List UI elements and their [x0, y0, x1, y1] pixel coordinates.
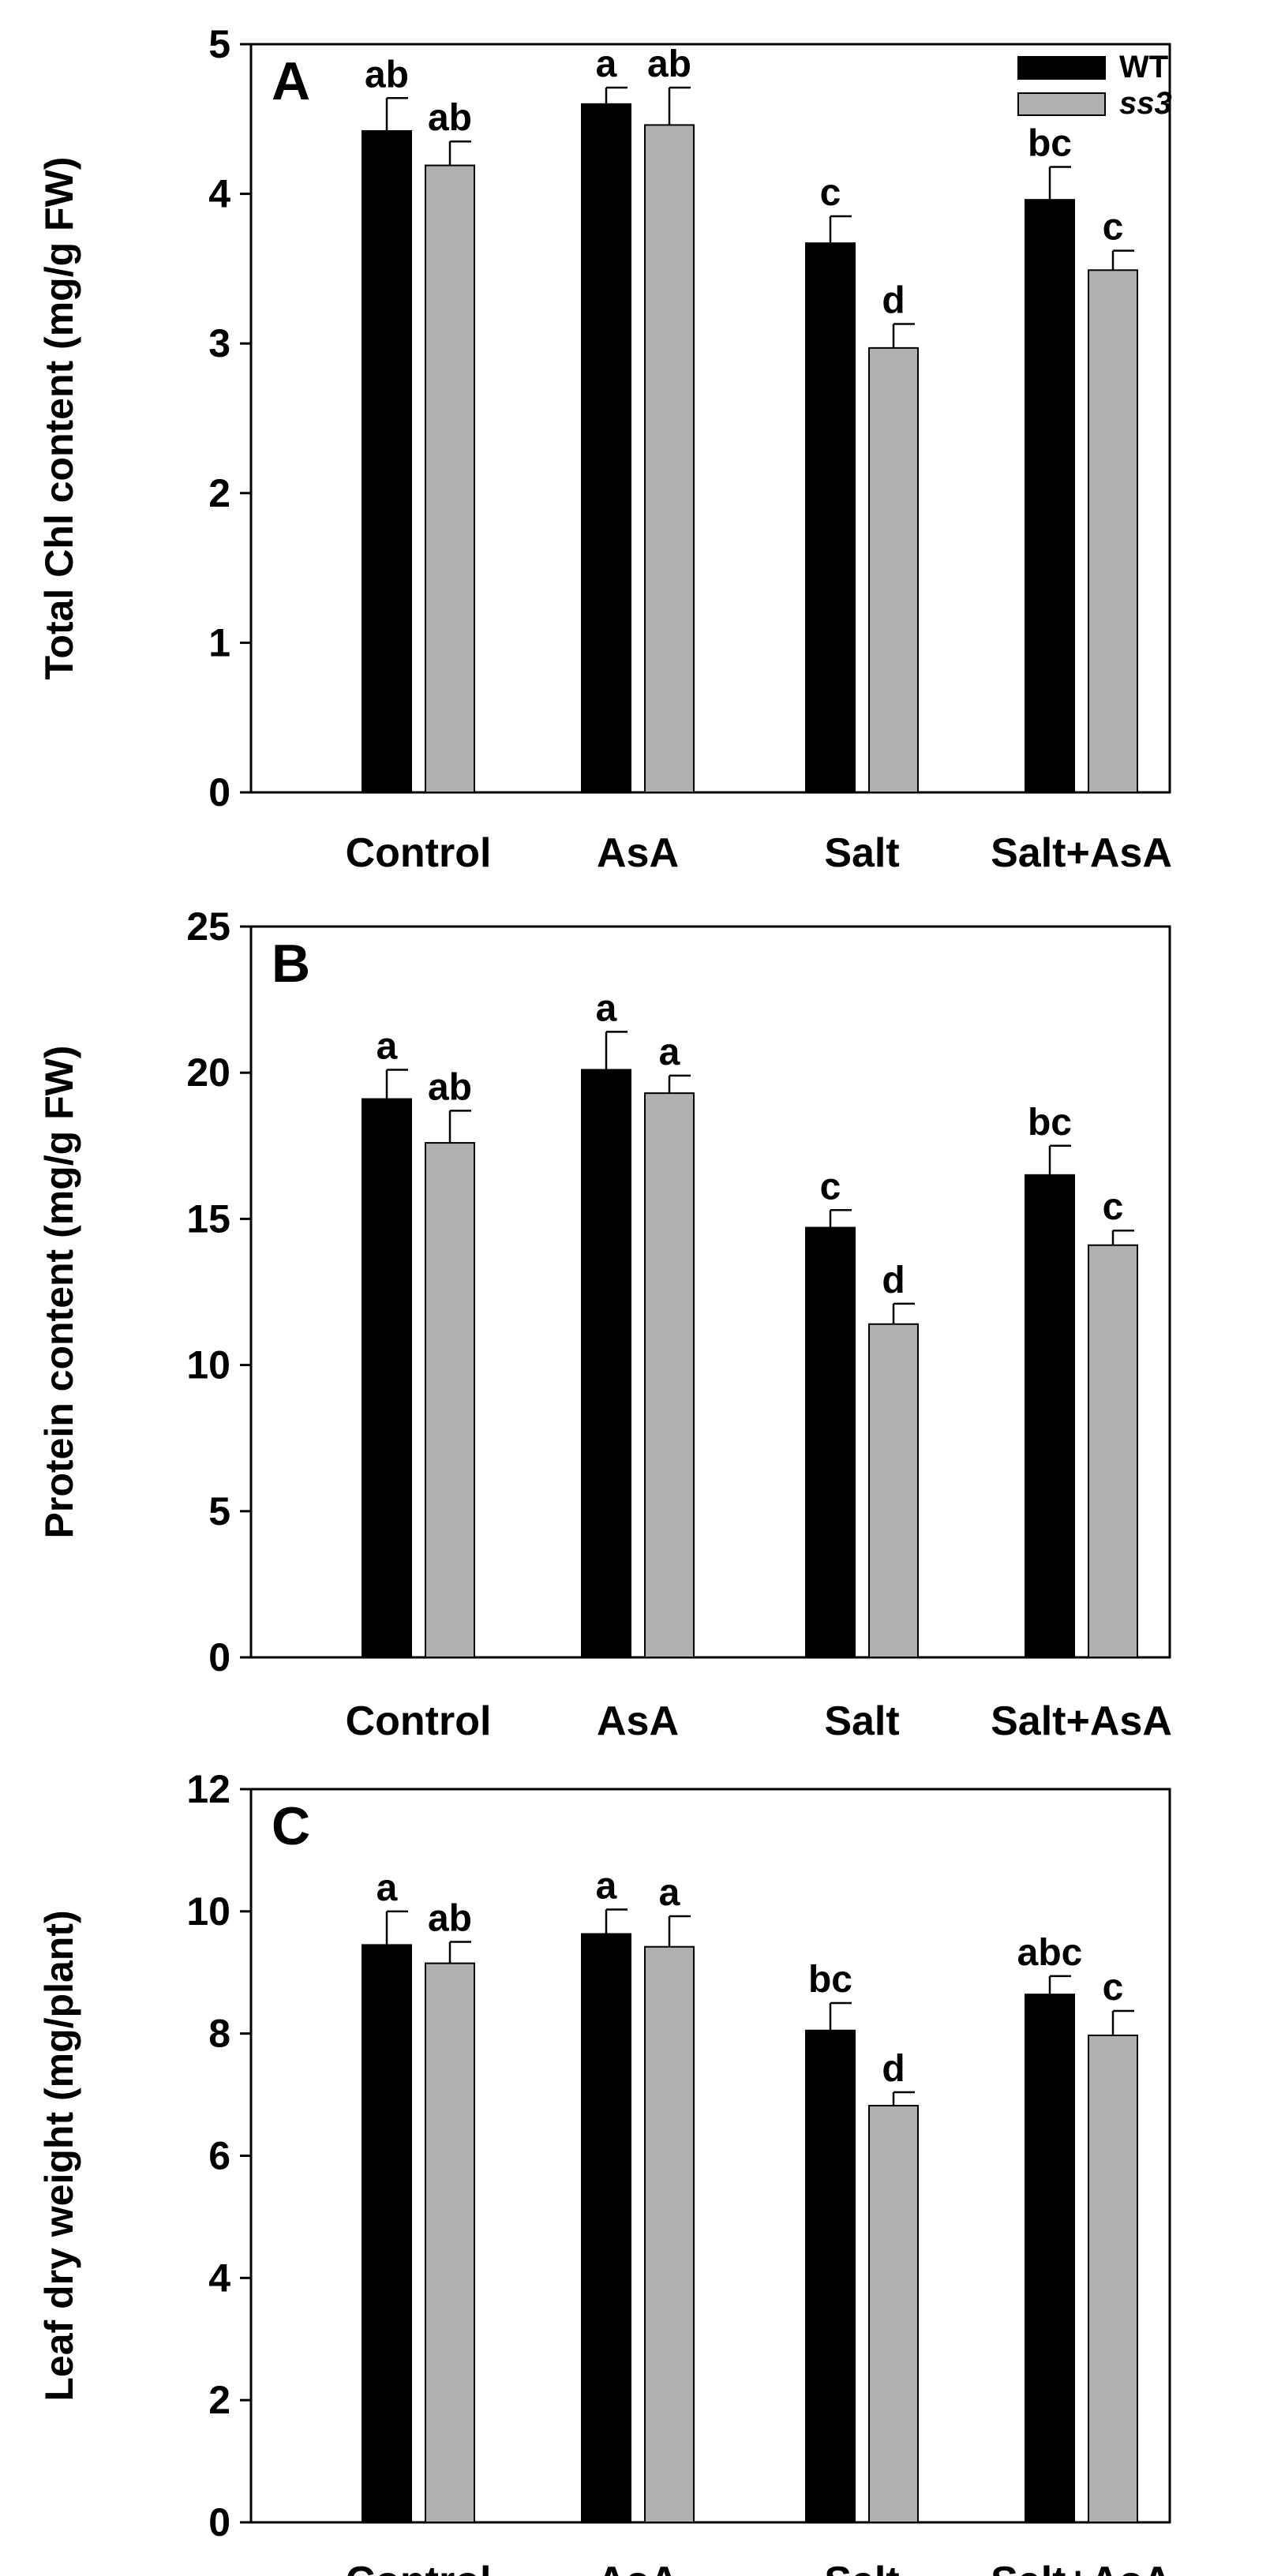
bar-ss3-asa — [644, 124, 695, 794]
y-tick-label: 4 — [208, 2256, 230, 2300]
bar-wt-salt — [805, 242, 856, 793]
panel-letter: A — [272, 51, 310, 111]
significance-letter: abc — [1017, 1932, 1083, 1974]
panel-letter: B — [272, 934, 310, 994]
significance-letter: c — [1103, 1967, 1124, 2009]
significance-letter: bc — [1028, 1102, 1072, 1144]
bar-ss3-salt+asa — [1088, 269, 1138, 793]
bar-ss3-control — [425, 164, 475, 794]
significance-letter: c — [820, 172, 841, 214]
significance-letter: a — [659, 1872, 680, 1914]
significance-letter: a — [596, 43, 617, 85]
significance-letter: c — [1103, 1186, 1124, 1228]
significance-letter: a — [377, 1867, 398, 1909]
bar-ss3-salt+asa — [1088, 2034, 1138, 2524]
significance-letter: c — [820, 1166, 841, 1208]
bar-wt-salt+asa — [1025, 1994, 1075, 2524]
bar-wt-salt — [805, 2029, 856, 2524]
bar-wt-salt+asa — [1025, 199, 1075, 793]
category-label: Salt+AsA — [991, 1698, 1172, 1744]
y-tick-label: 4 — [208, 172, 230, 216]
bar-wt-control — [362, 1944, 412, 2524]
significance-letter: a — [596, 1866, 617, 1908]
bar-ss3-salt — [868, 1323, 919, 1659]
significance-letter: ab — [428, 1898, 472, 1940]
bar-wt-asa — [581, 103, 631, 793]
y-tick-label: 2 — [208, 2378, 230, 2422]
legend-swatch-ss3 — [1017, 92, 1106, 116]
significance-letter: d — [882, 2048, 905, 2090]
category-label: Control — [346, 830, 492, 876]
category-label: Control — [346, 2559, 492, 2576]
plot-frame — [249, 925, 1171, 1659]
bar-ss3-salt — [868, 2105, 919, 2523]
y-tick-label: 15 — [186, 1196, 230, 1241]
y-axis-title: Leaf dry weight (mg/plant) — [37, 1910, 81, 2401]
category-label: Salt+AsA — [991, 830, 1172, 876]
category-label: AsA — [597, 2559, 679, 2576]
significance-letter: ab — [647, 43, 691, 85]
bar-wt-salt+asa — [1025, 1174, 1075, 1658]
y-tick-label: 8 — [208, 2012, 230, 2056]
y-tick-label: 10 — [186, 1889, 230, 1934]
significance-letter: d — [882, 280, 905, 322]
y-tick-label: 0 — [208, 770, 230, 814]
significance-letter: a — [659, 1032, 680, 1073]
significance-letter: ab — [428, 97, 472, 139]
y-axis-title: Total Chl content (mg/g FW) — [37, 157, 81, 680]
y-tick-label: 20 — [186, 1050, 230, 1095]
category-label: Control — [346, 1698, 492, 1744]
category-label: AsA — [597, 830, 679, 876]
category-label: AsA — [597, 1698, 679, 1744]
bar-ss3-asa — [644, 1092, 695, 1659]
bar-wt-control — [362, 1098, 412, 1658]
significance-letter: a — [596, 987, 617, 1029]
category-label: Salt — [824, 1698, 899, 1744]
legend-swatch-wt — [1017, 56, 1106, 80]
y-tick-label: 3 — [208, 321, 230, 365]
significance-letter: d — [882, 1260, 905, 1301]
bar-ss3-asa — [644, 1945, 695, 2524]
category-label: Salt — [824, 830, 899, 876]
y-tick-label: 10 — [186, 1343, 230, 1387]
bar-wt-asa — [581, 1933, 631, 2524]
bar-ss3-salt — [868, 346, 919, 793]
significance-letter: bc — [808, 1959, 852, 2001]
y-axis-title: Protein content (mg/g FW) — [37, 1046, 81, 1539]
bar-wt-asa — [581, 1069, 631, 1658]
significance-letter: a — [377, 1025, 398, 1067]
y-tick-label: 6 — [208, 2134, 230, 2178]
plot-frame — [249, 43, 1171, 794]
bar-ss3-control — [425, 1142, 475, 1658]
y-tick-label: 2 — [208, 471, 230, 515]
y-tick-label: 25 — [186, 904, 230, 949]
bar-ss3-salt+asa — [1088, 1244, 1138, 1658]
y-tick-label: 5 — [208, 22, 230, 66]
significance-letter: ab — [365, 54, 409, 95]
y-tick-label: 1 — [208, 620, 230, 665]
significance-letter: bc — [1028, 122, 1072, 164]
y-tick-label: 12 — [186, 1767, 230, 1811]
bar-wt-salt — [805, 1226, 856, 1658]
category-label: Salt+AsA — [991, 2559, 1172, 2576]
bar-ss3-control — [425, 1962, 475, 2523]
y-tick-label: 0 — [208, 2500, 230, 2544]
y-tick-label: 5 — [208, 1489, 230, 1533]
legend-label-ss3: ss3 — [1119, 86, 1172, 121]
legend-label-wt: WT — [1119, 50, 1168, 84]
category-label: Salt — [824, 2559, 899, 2576]
panel-letter: C — [272, 1796, 310, 1856]
significance-letter: c — [1103, 207, 1124, 249]
y-tick-label: 0 — [208, 1635, 230, 1679]
bar-wt-control — [362, 129, 412, 793]
significance-letter: ab — [428, 1066, 472, 1108]
